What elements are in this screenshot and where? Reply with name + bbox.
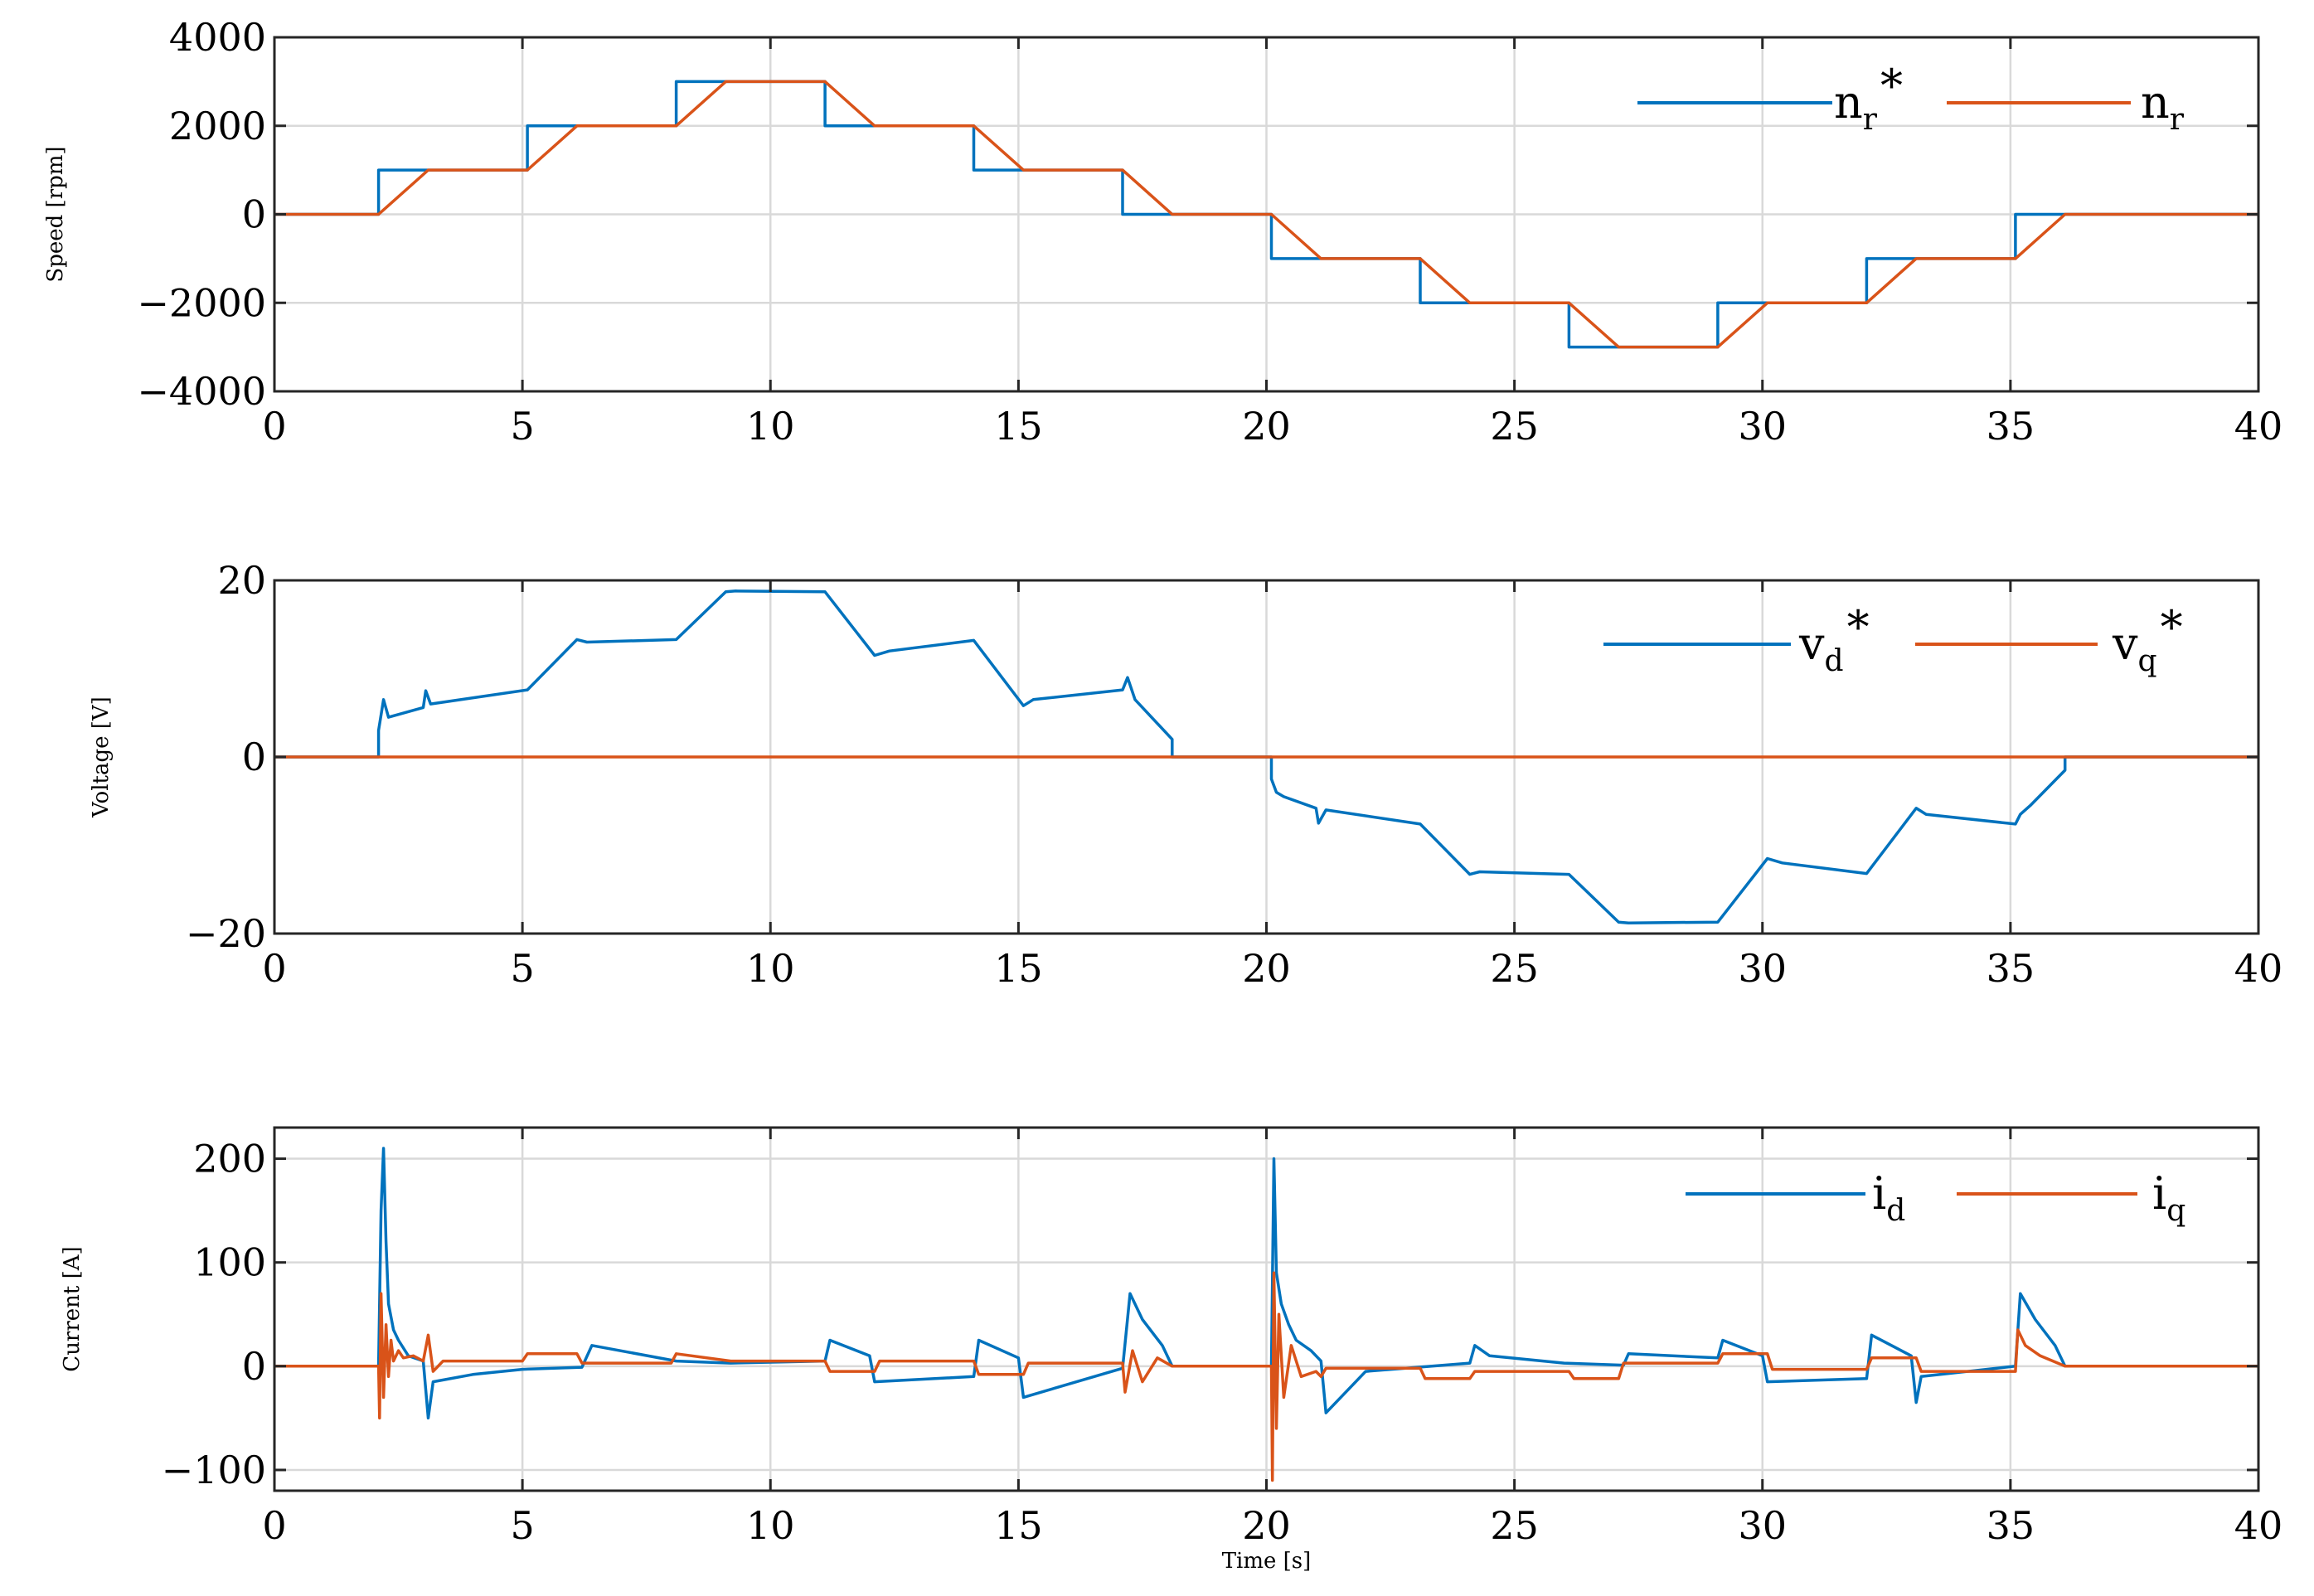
legend-label: nr* — [1834, 60, 1903, 137]
x-tick-label: 30 — [1738, 404, 1787, 449]
x-tick-label: 5 — [510, 1503, 534, 1548]
legend: id iq — [1686, 1167, 2185, 1228]
x-tick-label: 25 — [1490, 946, 1539, 991]
legend-label: vq* — [2112, 601, 2183, 678]
legend: vd* vq* — [1603, 601, 2183, 678]
y-tick-label: −4000 — [137, 369, 266, 414]
panels: 0 5 10 15 20 25 30 35 40400020000−2000−4000Speed… — [43, 15, 2282, 1574]
y-tick-label: 20 — [217, 558, 266, 603]
y-axis-label: Voltage [V] — [89, 696, 114, 818]
x-tick-label: 10 — [746, 1503, 795, 1548]
y-tick-label: −20 — [186, 911, 266, 956]
x-tick-label: 5 — [510, 946, 534, 991]
legend: nr* nr — [1637, 60, 2185, 137]
plot-area — [274, 80, 2258, 349]
x-tick-label: 20 — [1242, 404, 1291, 449]
x-tick-label: 5 — [510, 404, 534, 449]
y-tick-label: 2000 — [169, 104, 266, 148]
x-tick-label: 15 — [994, 404, 1043, 449]
legend-label: nr — [2141, 76, 2185, 137]
x-tick-label: 0 — [262, 404, 286, 449]
y-tick-label: 0 — [242, 1344, 266, 1389]
panel-1: 0 5 10 15 20 25 30 35 40 4000 2000 0 −2000 −4000 Speed… — [43, 15, 2282, 449]
y-tick-label: 200 — [193, 1137, 266, 1181]
x-tick-label: 35 — [1987, 1503, 2035, 1548]
x-tick-label: 10 — [746, 946, 795, 991]
x-tick-label: 25 — [1490, 404, 1539, 449]
x-tick-label: 20 — [1242, 946, 1291, 991]
y-axis-label: Current [A] — [60, 1246, 85, 1371]
plot-area — [274, 589, 2258, 924]
x-tick-label: 35 — [1987, 946, 2035, 991]
y-tick-label: 0 — [242, 735, 266, 779]
series-line-nr — [274, 80, 2258, 349]
y-tick-label: −100 — [162, 1448, 266, 1492]
x-tick-label: 0 — [262, 1503, 286, 1548]
y-axis-label: Speed [rpm] — [43, 146, 68, 282]
legend-label: vd* — [1798, 601, 1870, 678]
x-axis-label: Time [s] — [1222, 1549, 1312, 1574]
x-tick-label: 30 — [1738, 1503, 1787, 1548]
x-tick-label: 40 — [2234, 404, 2283, 449]
y-tick-label: −2000 — [137, 280, 266, 325]
x-tick-label: 15 — [994, 1503, 1043, 1548]
legend-label: iq — [2152, 1167, 2185, 1228]
panel-3: 0 5 10 15 20 25 30 35 40 200 100 0 −100 Current [A] Ti… — [60, 1126, 2283, 1574]
plot-area — [274, 1147, 2258, 1482]
y-tick-label: 4000 — [169, 15, 266, 60]
y-tick-label: 0 — [242, 192, 266, 237]
x-tick-label: 35 — [1987, 404, 2035, 449]
x-tick-label: 30 — [1738, 946, 1787, 991]
x-tick-label: 40 — [2234, 946, 2283, 991]
series-line-iq — [274, 1271, 2258, 1482]
y-tick-label: 100 — [193, 1240, 266, 1285]
x-tick-label: 40 — [2234, 1503, 2283, 1548]
x-tick-label: 0 — [262, 946, 286, 991]
x-tick-label: 10 — [746, 404, 795, 449]
legend-label: id — [1872, 1167, 1905, 1228]
x-tick-label: 25 — [1490, 1503, 1539, 1548]
x-tick-label: 20 — [1242, 1503, 1291, 1548]
x-tick-label: 15 — [994, 946, 1043, 991]
